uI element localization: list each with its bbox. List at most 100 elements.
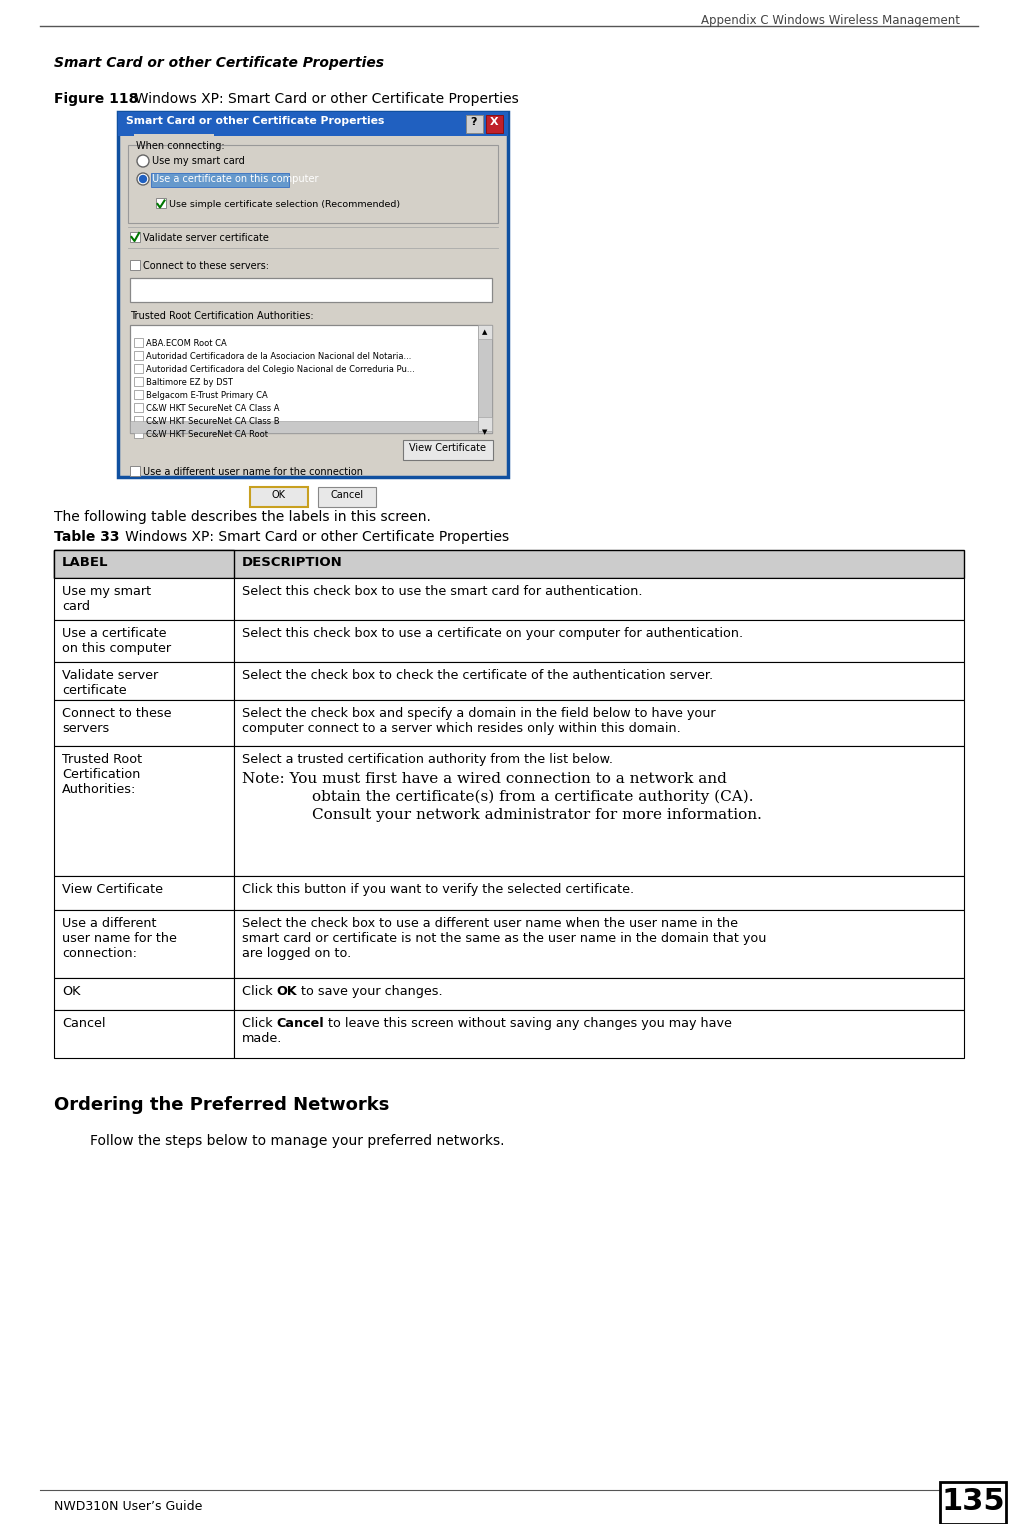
Text: Windows XP: Smart Card or other Certificate Properties: Windows XP: Smart Card or other Certific…: [126, 91, 519, 107]
Bar: [234, 578, 964, 620]
Text: Select the check box and specify a domain in the field below to have your: Select the check box and specify a domai…: [242, 707, 716, 719]
Text: View Certificate: View Certificate: [409, 443, 487, 453]
Text: smart card or certificate is not the same as the user name in the domain that yo: smart card or certificate is not the sam…: [242, 933, 767, 945]
Text: 135: 135: [942, 1487, 1005, 1516]
Text: Autoridad Certificadora de la Asociacion Nacional del Notaria...: Autoridad Certificadora de la Asociacion…: [146, 352, 411, 361]
Text: Select the check box to check the certificate of the authentication server.: Select the check box to check the certif…: [242, 669, 714, 683]
Text: Smart Card or other Certificate Properties: Smart Card or other Certificate Properti…: [126, 116, 385, 126]
Bar: [250, 488, 308, 507]
Text: Use a certificate
on this computer: Use a certificate on this computer: [62, 626, 171, 655]
Bar: [466, 114, 483, 133]
Text: Follow the steps below to manage your preferred networks.: Follow the steps below to manage your pr…: [90, 1134, 505, 1148]
Text: ABA.ECOM Root CA: ABA.ECOM Root CA: [146, 338, 227, 347]
Text: made.: made.: [242, 1032, 282, 1045]
Bar: [134, 364, 143, 373]
Text: Ordering the Preferred Networks: Ordering the Preferred Networks: [54, 1096, 389, 1114]
Bar: [54, 747, 234, 876]
Bar: [54, 578, 234, 620]
Bar: [234, 700, 964, 747]
Text: X: X: [490, 117, 499, 126]
Text: When connecting:: When connecting:: [136, 142, 225, 151]
Text: Select this check box to use a certificate on your computer for authentication.: Select this check box to use a certifica…: [242, 626, 743, 640]
Text: OK: OK: [272, 491, 286, 500]
Text: Connect to these
servers: Connect to these servers: [62, 707, 171, 735]
Bar: [318, 488, 376, 507]
Text: Use my smart
card: Use my smart card: [62, 585, 151, 613]
Text: C&W HKT SecureNet CA Class A: C&W HKT SecureNet CA Class A: [146, 404, 280, 413]
Bar: [54, 1010, 234, 1058]
Bar: [478, 418, 492, 431]
Text: C&W HKT SecureNet CA Class B: C&W HKT SecureNet CA Class B: [146, 418, 280, 427]
Text: ▼: ▼: [483, 428, 488, 434]
Text: Use a different
user name for the
connection:: Use a different user name for the connec…: [62, 917, 177, 960]
Text: OK: OK: [62, 985, 80, 998]
Bar: [234, 747, 964, 876]
Text: Validate server
certificate: Validate server certificate: [62, 669, 158, 696]
Bar: [54, 978, 234, 1010]
Text: Appendix C Windows Wireless Management: Appendix C Windows Wireless Management: [701, 14, 960, 27]
Text: computer connect to a server which resides only within this domain.: computer connect to a server which resid…: [242, 722, 681, 735]
Bar: [128, 145, 498, 223]
Text: Cancel: Cancel: [277, 1017, 325, 1030]
Text: LABEL: LABEL: [62, 556, 109, 568]
Circle shape: [137, 174, 149, 184]
Text: Consult your network administrator for more information.: Consult your network administrator for m…: [312, 808, 761, 821]
Bar: [118, 111, 508, 136]
Text: OK: OK: [277, 985, 297, 998]
Text: Validate server certificate: Validate server certificate: [143, 233, 269, 242]
Bar: [234, 876, 964, 910]
Bar: [134, 134, 214, 143]
Bar: [134, 402, 143, 411]
Text: obtain the certificate(s) from a certificate authority (CA).: obtain the certificate(s) from a certifi…: [312, 789, 753, 805]
Bar: [151, 174, 289, 187]
Bar: [486, 114, 503, 133]
Bar: [403, 440, 493, 460]
Bar: [118, 111, 508, 477]
Bar: [134, 351, 143, 360]
Bar: [134, 338, 143, 347]
Bar: [54, 620, 234, 661]
Bar: [234, 978, 964, 1010]
Text: View Certificate: View Certificate: [62, 882, 163, 896]
Text: ?: ?: [470, 117, 477, 126]
Bar: [130, 421, 478, 433]
Text: to save your changes.: to save your changes.: [297, 985, 443, 998]
Bar: [130, 277, 492, 302]
Text: Note: You must first have a wired connection to a network and: Note: You must first have a wired connec…: [242, 773, 727, 786]
Bar: [130, 232, 140, 242]
Text: C&W HKT SecureNet CA Root: C&W HKT SecureNet CA Root: [146, 430, 268, 439]
Bar: [54, 700, 234, 747]
Text: Select this check box to use the smart card for authentication.: Select this check box to use the smart c…: [242, 585, 642, 597]
Text: Use a different user name for the connection: Use a different user name for the connec…: [143, 466, 363, 477]
Text: Smart Card or other Certificate Properties: Smart Card or other Certificate Properti…: [54, 56, 384, 70]
Text: Select the check box to use a different user name when the user name in the: Select the check box to use a different …: [242, 917, 738, 930]
Bar: [130, 325, 492, 433]
Bar: [234, 1010, 964, 1058]
Text: are logged on to.: are logged on to.: [242, 946, 351, 960]
Text: Trusted Root
Certification
Authorities:: Trusted Root Certification Authorities:: [62, 753, 143, 796]
Bar: [54, 661, 234, 700]
Bar: [134, 416, 143, 425]
Bar: [234, 910, 964, 978]
Text: Click: Click: [242, 1017, 277, 1030]
Text: Cancel: Cancel: [62, 1017, 106, 1030]
Text: Use my smart card: Use my smart card: [152, 155, 244, 166]
Text: Figure 118: Figure 118: [54, 91, 138, 107]
Bar: [478, 325, 492, 338]
Text: Baltimore EZ by DST: Baltimore EZ by DST: [146, 378, 233, 387]
Text: Use simple certificate selection (Recommended): Use simple certificate selection (Recomm…: [169, 200, 400, 209]
Circle shape: [139, 175, 147, 183]
Text: The following table describes the labels in this screen.: The following table describes the labels…: [54, 511, 431, 524]
Bar: [130, 261, 140, 270]
Bar: [234, 620, 964, 661]
Bar: [130, 466, 140, 475]
Text: Connect to these servers:: Connect to these servers:: [143, 261, 269, 271]
Text: Use a certificate on this computer: Use a certificate on this computer: [152, 174, 319, 184]
Text: Belgacom E-Trust Primary CA: Belgacom E-Trust Primary CA: [146, 392, 268, 399]
Bar: [134, 428, 143, 437]
Text: DESCRIPTION: DESCRIPTION: [242, 556, 343, 568]
Bar: [134, 390, 143, 399]
Bar: [54, 550, 234, 578]
Bar: [54, 876, 234, 910]
Text: Autoridad Certificadora del Colegio Nacional de Correduria Pu...: Autoridad Certificadora del Colegio Naci…: [146, 366, 414, 373]
